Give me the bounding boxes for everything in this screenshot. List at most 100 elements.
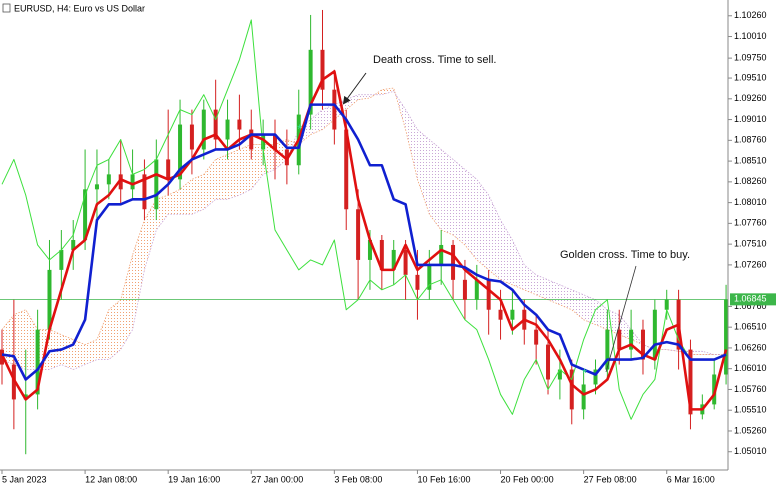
y-tick-label: 1.07260 [734, 259, 767, 269]
candle-body [640, 329, 645, 360]
candle-body [652, 309, 657, 360]
candle-body [237, 119, 242, 130]
candle-body [379, 239, 384, 270]
candle-body [130, 174, 135, 190]
y-tick-label: 1.09510 [734, 72, 767, 82]
candle-body [534, 329, 539, 345]
cloud-segment [227, 149, 240, 200]
candle-body [201, 109, 206, 150]
candle-body [71, 239, 76, 250]
cloud-segment [2, 314, 14, 365]
cloud-segment [310, 109, 323, 135]
cloud-segment [251, 144, 264, 190]
cloud-segment [180, 179, 192, 215]
candle-body [593, 369, 598, 385]
x-tick-label: 19 Jan 16:00 [168, 474, 220, 484]
y-tick-label: 1.06510 [734, 322, 767, 332]
candle-body [498, 309, 503, 320]
cloud-segment [168, 189, 181, 215]
cloud-segment [191, 174, 204, 215]
y-tick-label: 1.06760 [734, 301, 767, 311]
candle-body [166, 159, 171, 180]
candle-body [569, 369, 574, 410]
candle-body [106, 174, 111, 185]
cloud-segment [429, 139, 442, 231]
candle-body [486, 279, 491, 310]
y-tick-label: 1.05510 [734, 405, 767, 415]
candle-body [557, 369, 562, 380]
cloud-segment [559, 284, 572, 310]
candle-body [391, 249, 396, 270]
x-tick-label: 27 Jan 00:00 [251, 474, 303, 484]
candle-body [261, 134, 266, 150]
cloud-segment [464, 169, 477, 260]
y-tick-label: 1.05260 [734, 425, 767, 435]
candle-body [439, 244, 444, 265]
cloud-segment [96, 309, 109, 360]
candle-body [546, 344, 551, 380]
candle-body [225, 119, 230, 140]
candle-body [249, 129, 254, 150]
x-tick-label: 3 Feb 08:00 [334, 474, 382, 484]
y-tick-label: 1.07760 [734, 218, 767, 228]
y-tick-label: 1.10010 [734, 31, 767, 41]
candle-body [356, 209, 361, 260]
cloud-segment [215, 154, 228, 200]
x-tick-label: 27 Feb 08:00 [584, 474, 637, 484]
candle-body [629, 329, 634, 350]
candle-body [664, 299, 669, 310]
candle-body [189, 124, 194, 150]
x-tick-label: 5 Jan 2023 [2, 474, 47, 484]
cloud-segment [13, 309, 26, 370]
candle-body [273, 134, 278, 150]
cloud-segment [417, 129, 430, 215]
cloud-segment [334, 99, 347, 120]
candle-layer [0, 9, 729, 455]
candle-body [59, 249, 64, 270]
cloud-segment [132, 220, 145, 330]
candle-body [403, 249, 408, 275]
candle-body [308, 49, 313, 115]
indicator-line [1, 103, 727, 381]
cloud-segment [322, 104, 335, 130]
y-tick-label: 1.07510 [734, 239, 767, 249]
symbol-icon [2, 3, 11, 13]
chart-title: EURUSD, H4: Euro vs US Dollar [14, 3, 145, 13]
cloud-segment [441, 149, 454, 235]
y-tick-label: 1.08260 [734, 176, 767, 186]
y-tick-label: 1.08760 [734, 135, 767, 145]
annotation: Golden cross. Time to buy. [560, 249, 690, 261]
y-tick-label: 1.06010 [734, 363, 767, 373]
y-tick-label: 1.06260 [734, 342, 767, 352]
y-tick-label: 1.09010 [734, 114, 767, 124]
indicator-line [0, 70, 728, 411]
cloud-segment [73, 339, 86, 370]
candle-body [415, 274, 420, 290]
cloud-segment [381, 88, 394, 95]
cloud-segment [488, 195, 501, 280]
candle-body [35, 329, 40, 395]
candle-body [367, 239, 372, 260]
current-price-box [730, 293, 776, 306]
annotation: Death cross. Time to sell. [373, 54, 497, 66]
candle-body [617, 329, 622, 350]
candle-body [344, 129, 349, 210]
candle-body [605, 329, 610, 370]
candle-body [451, 244, 456, 280]
candle-body [332, 89, 337, 130]
cloud-segment [108, 299, 121, 360]
cloud-segment [453, 159, 465, 245]
x-tick-label: 12 Jan 08:00 [85, 474, 137, 484]
y-tick-label: 1.05010 [734, 446, 767, 456]
cloud-segment [144, 199, 157, 270]
cloud-layer [1, 87, 727, 370]
candle-body [510, 309, 515, 320]
candle-body [724, 299, 729, 375]
cloud-segment [405, 109, 418, 180]
cloud-segment [25, 309, 38, 370]
cloud-segment [512, 239, 525, 290]
